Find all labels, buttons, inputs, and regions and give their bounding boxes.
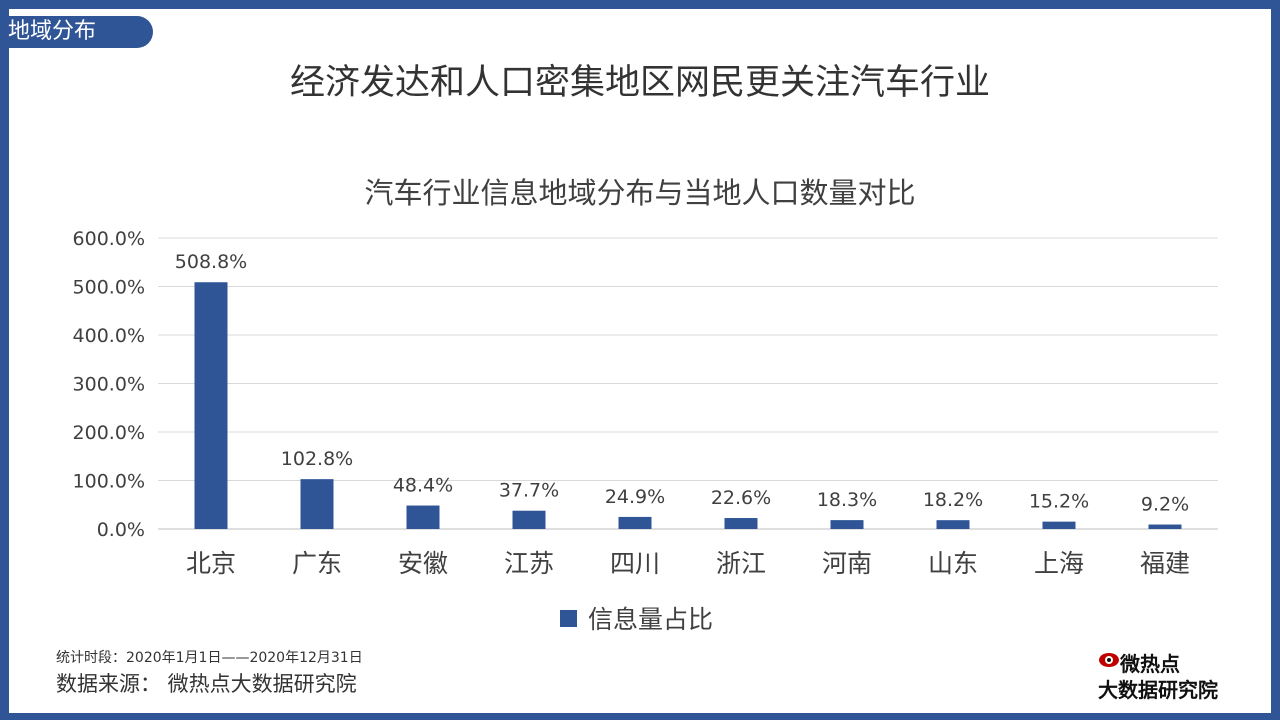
x-tick-label: 北京 <box>186 549 236 578</box>
x-tick-label: 河南 <box>822 549 872 578</box>
data-label: 18.2% <box>923 489 983 511</box>
y-tick-label: 100.0% <box>73 471 145 493</box>
legend-swatch <box>560 610 577 627</box>
section-tag: 地域分布 <box>0 16 153 48</box>
legend-label: 信息量占比 <box>588 605 713 634</box>
data-label: 48.4% <box>393 475 453 497</box>
data-label: 15.2% <box>1029 491 1089 513</box>
bars <box>194 282 1182 529</box>
data-label: 9.2% <box>1141 494 1189 516</box>
grid-lines <box>158 237 1218 530</box>
data-source: 数据来源： 微热点大数据研究院 <box>56 672 357 696</box>
x-axis: 北京 广东 安徽 江苏 四川 浙江 河南 山东 上海 福建 <box>186 549 1190 578</box>
eye-logo-icon <box>1099 653 1119 667</box>
x-tick-label: 上海 <box>1034 549 1084 578</box>
bar <box>724 518 758 529</box>
bar <box>830 520 864 529</box>
page-title: 经济发达和人口密集地区网民更关注汽车行业 <box>289 63 990 103</box>
y-tick-label: 600.0% <box>73 228 145 250</box>
x-tick-label: 山东 <box>928 549 978 578</box>
bar <box>1042 521 1076 529</box>
data-label: 37.7% <box>499 480 559 502</box>
y-tick-label: 500.0% <box>73 277 145 299</box>
legend: 信息量占比 <box>560 605 713 634</box>
x-tick-label: 江苏 <box>504 549 554 578</box>
logo-line1: 微热点 <box>1120 652 1180 676</box>
bar <box>1148 524 1182 529</box>
data-label: 22.6% <box>711 487 771 509</box>
bar <box>194 282 228 529</box>
y-axis: 0.0% 100.0% 200.0% 300.0% 400.0% 500.0% 600.0% <box>73 228 145 541</box>
x-tick-label: 四川 <box>610 549 660 578</box>
x-tick-label: 安徽 <box>398 549 448 578</box>
x-tick-label: 广东 <box>292 549 342 578</box>
bar <box>406 505 440 529</box>
bar <box>512 510 546 529</box>
brand-logo: 微热点 大数据研究院 <box>1098 648 1238 702</box>
y-tick-label: 0.0% <box>97 519 145 541</box>
data-label: 24.9% <box>605 486 665 508</box>
y-tick-label: 200.0% <box>73 422 145 444</box>
y-tick-label: 400.0% <box>73 325 145 347</box>
data-label: 18.3% <box>817 489 877 511</box>
x-tick-label: 浙江 <box>716 549 766 578</box>
logo-line2: 大数据研究院 <box>1098 678 1218 702</box>
bar <box>300 479 334 529</box>
bar <box>618 516 652 529</box>
stat-period: 统计时段：2020年1月1日——2020年12月31日 <box>56 650 363 666</box>
bar <box>936 520 970 529</box>
data-labels: 508.8% 102.8% 48.4% 37.7% 24.9% 22.6% 18.3% 18.… <box>175 251 1189 515</box>
x-tick-label: 福建 <box>1140 549 1190 578</box>
y-tick-label: 300.0% <box>73 374 145 396</box>
data-label: 508.8% <box>175 251 247 273</box>
data-label: 102.8% <box>281 448 353 470</box>
chart-title: 汽车行业信息地域分布与当地人口数量对比 <box>364 176 916 210</box>
